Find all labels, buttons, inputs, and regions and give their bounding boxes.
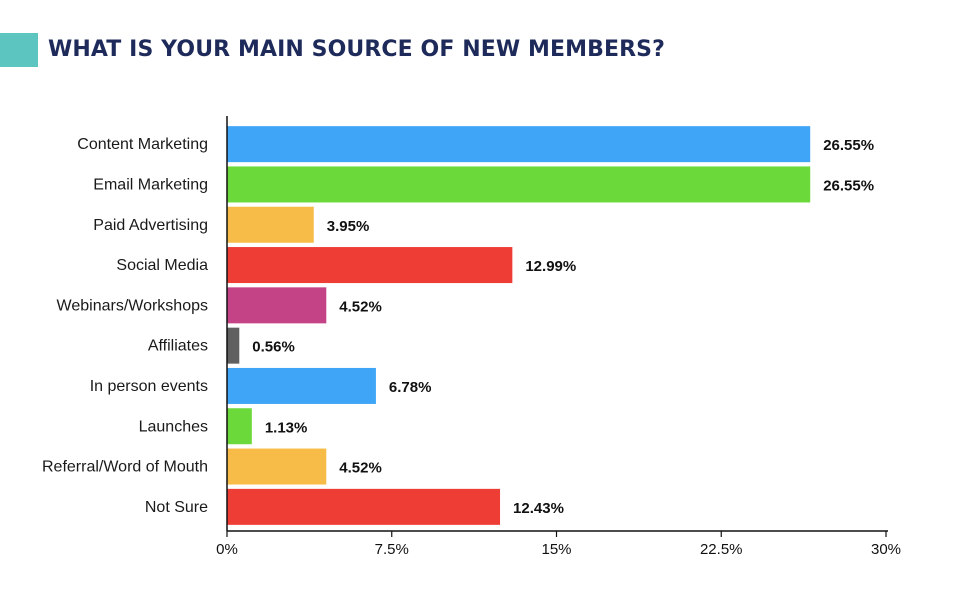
bar bbox=[227, 247, 513, 284]
value-label: 26.55% bbox=[823, 137, 874, 154]
bar bbox=[227, 367, 376, 404]
category-label: Affiliates bbox=[148, 338, 208, 355]
category-label: Referral/Word of Mouth bbox=[42, 459, 208, 476]
chart-title: WHAT IS YOUR MAIN SOURCE OF NEW MEMBERS? bbox=[48, 37, 665, 62]
x-tick-label: 0% bbox=[216, 541, 238, 558]
value-label: 6.78% bbox=[389, 379, 432, 396]
category-label: Email Marketing bbox=[93, 176, 208, 193]
value-label: 12.99% bbox=[525, 258, 576, 275]
title-accent-bar bbox=[0, 33, 38, 67]
x-tick-label: 30% bbox=[871, 541, 901, 558]
bar bbox=[227, 166, 811, 203]
category-label: Not Sure bbox=[145, 499, 208, 516]
bar bbox=[227, 327, 240, 364]
value-label: 0.56% bbox=[252, 339, 295, 356]
bar bbox=[227, 448, 327, 485]
bar bbox=[227, 408, 252, 445]
value-label: 3.95% bbox=[327, 218, 370, 235]
category-label: Launches bbox=[139, 418, 208, 435]
bar bbox=[227, 206, 314, 243]
category-label: In person events bbox=[90, 378, 208, 395]
value-label: 4.52% bbox=[339, 460, 382, 477]
value-label: 26.55% bbox=[823, 177, 874, 194]
bar bbox=[227, 287, 327, 324]
category-label: Webinars/Workshops bbox=[57, 297, 208, 314]
x-tick-label: 22.5% bbox=[700, 541, 743, 558]
category-label: Social Media bbox=[116, 257, 208, 274]
bar bbox=[227, 488, 501, 525]
value-label: 1.13% bbox=[265, 419, 308, 436]
value-label: 12.43% bbox=[513, 500, 564, 517]
x-tick-label: 15% bbox=[541, 541, 571, 558]
category-label: Paid Advertising bbox=[93, 217, 208, 234]
category-label: Content Marketing bbox=[77, 136, 208, 153]
bar bbox=[227, 126, 811, 163]
x-tick-label: 7.5% bbox=[375, 541, 409, 558]
value-label: 4.52% bbox=[339, 298, 382, 315]
